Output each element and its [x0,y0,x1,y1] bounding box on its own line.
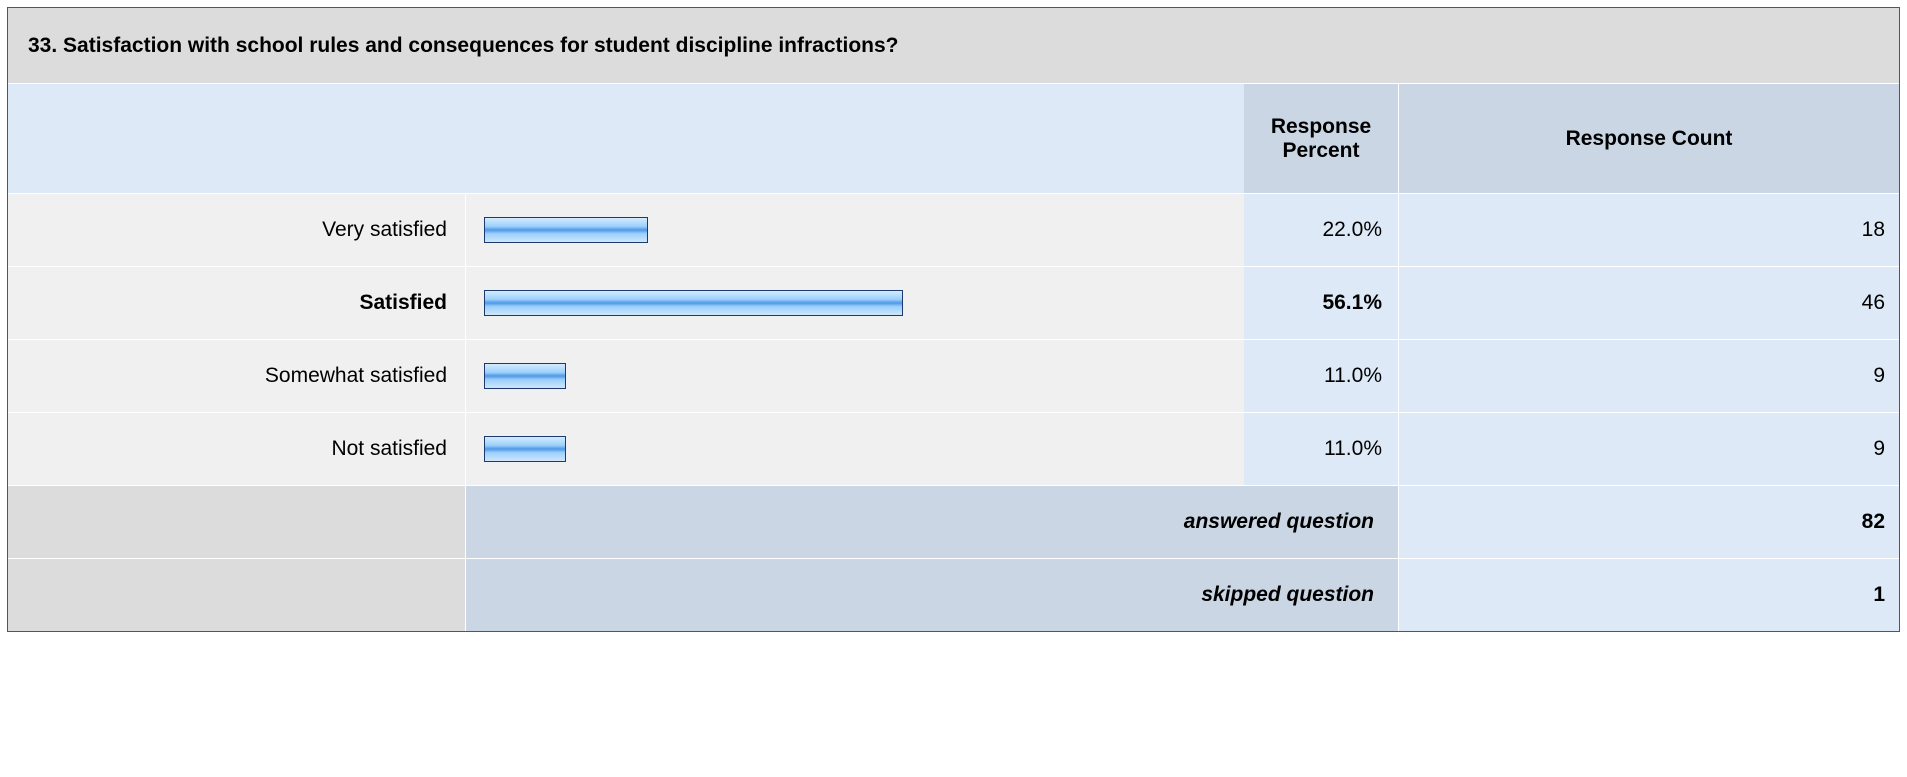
response-percent: 11.0% [1244,340,1399,412]
header-blank [8,84,466,193]
header-blank [466,84,1244,193]
response-count: 9 [1399,413,1899,485]
response-count: 18 [1399,194,1899,266]
summary-count: 82 [1399,486,1899,558]
bar [484,363,567,389]
answer-label: Satisfied [8,267,466,339]
response-percent: 22.0% [1244,194,1399,266]
answer-label: Not satisfied [8,413,466,485]
answer-row: Somewhat satisfied 11.0% 9 [8,339,1899,412]
question-table: 33. Satisfaction with school rules and c… [7,7,1900,632]
summary-row: answered question 82 [8,485,1899,558]
question-title: 33. Satisfaction with school rules and c… [8,8,1899,83]
bar-cell [466,413,1244,485]
response-percent: 11.0% [1244,413,1399,485]
bar [484,290,904,316]
summary-blank [8,486,466,558]
answer-label: Very satisfied [8,194,466,266]
summary-label: answered question [466,486,1399,558]
answer-row: Very satisfied 22.0% 18 [8,193,1899,266]
table-body: Very satisfied 22.0% 18 Satisfied 56.1% 46 Som… [8,193,1899,631]
header-percent: Response Percent [1244,84,1399,193]
header-count: Response Count [1399,84,1899,193]
bar [484,436,567,462]
summary-blank [8,559,466,631]
response-percent: 56.1% [1244,267,1399,339]
answer-row: Satisfied 56.1% 46 [8,266,1899,339]
header-row: Response Percent Response Count [8,83,1899,193]
bar-cell [466,340,1244,412]
summary-count: 1 [1399,559,1899,631]
answer-label: Somewhat satisfied [8,340,466,412]
bar-cell [466,194,1244,266]
response-count: 9 [1399,340,1899,412]
answer-row: Not satisfied 11.0% 9 [8,412,1899,485]
summary-row: skipped question 1 [8,558,1899,631]
summary-label: skipped question [466,559,1399,631]
bar-cell [466,267,1244,339]
response-count: 46 [1399,267,1899,339]
bar [484,217,649,243]
